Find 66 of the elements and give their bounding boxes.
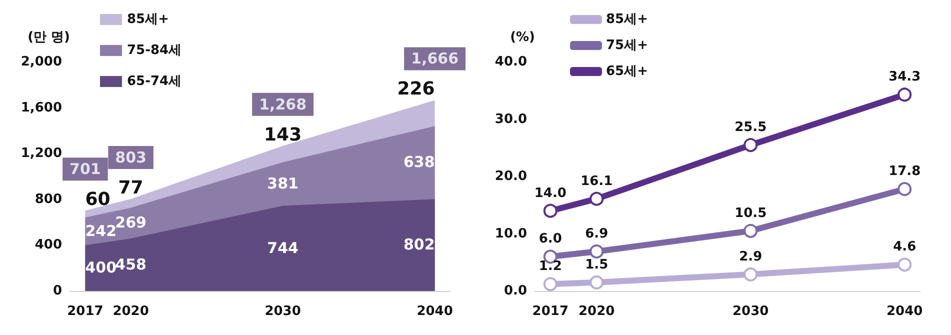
y-tick-label: 10.0 <box>494 226 527 242</box>
legend-label: 75-84세 <box>127 43 182 58</box>
x-tick-label: 2020 <box>578 304 615 319</box>
x-tick-label: 2017 <box>67 304 104 319</box>
total-label: 1,666 <box>411 50 459 68</box>
point <box>590 244 604 258</box>
data-label: 1.2 <box>538 259 562 274</box>
data-label: 242 <box>85 222 117 240</box>
y-tick-label: 400 <box>34 238 62 253</box>
data-label: 400 <box>85 258 117 277</box>
data-label: 14.0 <box>534 186 566 201</box>
y-axis-title: (만 명) <box>28 30 70 45</box>
data-label: 4.6 <box>893 240 916 255</box>
data-label: 60 <box>85 189 110 210</box>
data-label: 10.5 <box>734 206 767 221</box>
point <box>543 204 558 218</box>
data-label: 6.0 <box>538 232 562 247</box>
data-label: 1.5 <box>585 257 608 272</box>
data-label: 6.9 <box>585 226 608 242</box>
y-tick-label: 0 <box>52 284 62 298</box>
data-label: 381 <box>267 174 298 192</box>
data-label: 226 <box>397 78 435 100</box>
data-label: 802 <box>403 236 435 254</box>
point <box>898 88 912 102</box>
x-tick-label: 2030 <box>732 304 769 319</box>
data-label: 16.1 <box>580 174 613 189</box>
point <box>744 224 758 238</box>
y-tick-label: 20.0 <box>494 169 527 184</box>
legend-label: 75세+ <box>606 38 648 53</box>
total-label: 1,268 <box>259 95 307 114</box>
legend-label: 65-74세 <box>127 74 182 89</box>
data-label: 77 <box>118 177 144 198</box>
y-axis-title: (%) <box>510 30 535 45</box>
y-tick-label: 2,000 <box>20 54 62 70</box>
data-label: 2.9 <box>739 249 762 264</box>
data-label: 25.5 <box>734 120 767 136</box>
legend-label: 85세+ <box>127 12 169 27</box>
data-label: 269 <box>115 214 146 232</box>
x-tick-label: 2030 <box>264 304 301 319</box>
data-label: 17.8 <box>888 164 921 180</box>
x-tick-label: 2020 <box>112 304 149 319</box>
point <box>744 138 758 152</box>
y-tick-label: 0.0 <box>504 284 527 298</box>
total-label: 701 <box>70 160 101 178</box>
point <box>590 275 604 290</box>
y-tick-label: 800 <box>34 192 62 207</box>
x-tick-label: 2040 <box>886 304 923 319</box>
total-label: 803 <box>115 148 146 166</box>
point <box>543 277 558 292</box>
y-tick-label: 1,200 <box>20 146 62 162</box>
legend-label: 85세+ <box>606 12 648 27</box>
data-label: 744 <box>267 238 298 257</box>
x-tick-label: 2040 <box>416 304 453 319</box>
point <box>590 192 604 206</box>
data-label: 458 <box>115 255 146 274</box>
x-tick-label: 2017 <box>532 304 568 319</box>
y-tick-label: 40.0 <box>494 54 527 70</box>
y-tick-label: 1,600 <box>20 100 62 116</box>
legend-label: 65세+ <box>606 64 648 79</box>
point <box>744 267 758 282</box>
data-label: 638 <box>403 153 435 172</box>
y-tick-label: 30.0 <box>494 112 527 127</box>
data-label: 34.3 <box>888 70 921 85</box>
point <box>898 258 912 272</box>
point <box>898 182 912 196</box>
data-label: 143 <box>264 124 302 146</box>
